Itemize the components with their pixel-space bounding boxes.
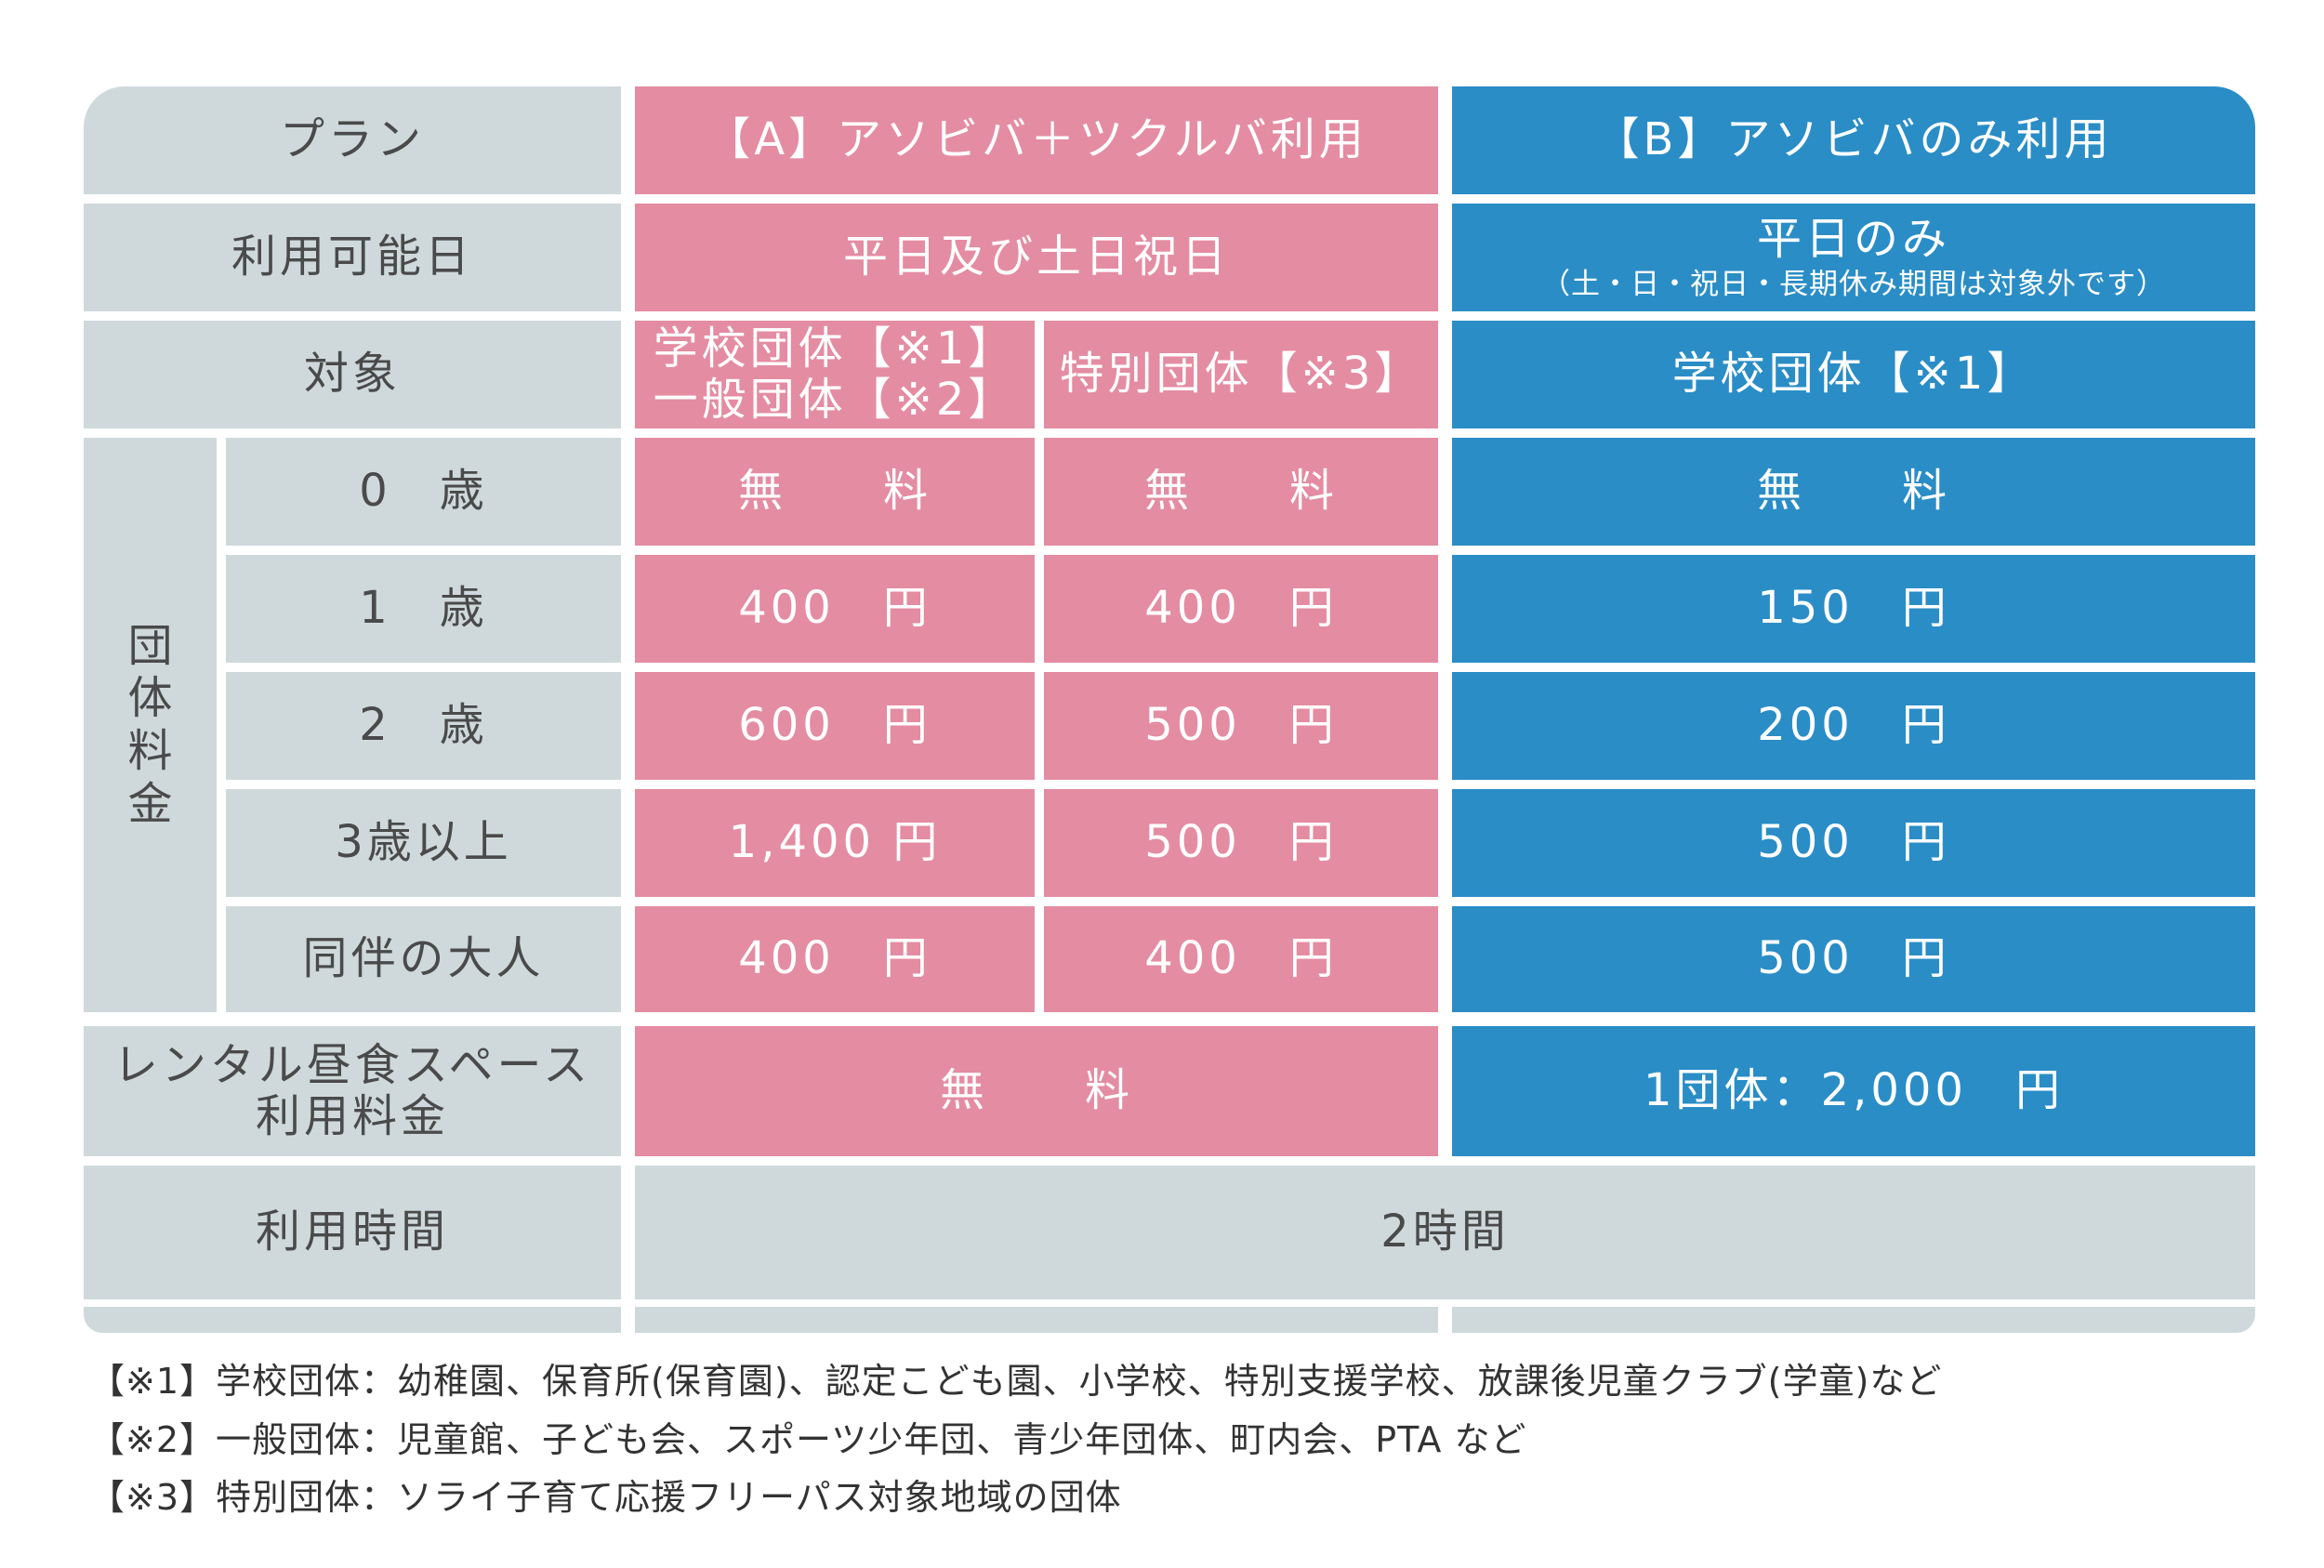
fee-a1-cell: 無 料 [635,438,1035,546]
footnote-3: 【※3】特別団体：ソライ子育て応援フリーパス対象地域の団体 [89,1477,1122,1518]
lunch-space-a-cell: 無 料 [635,1026,1438,1156]
plan-label-cell: プラン [84,86,621,194]
age-label: 1 歳 [359,582,488,635]
fee-b: 無 料 [1756,465,1950,518]
fee-b: 150 円 [1757,582,1950,635]
age-label: 0 歳 [359,465,488,518]
available-days-b-cell: 平日のみ （土・日・祝日・長期休み期間は対象外です） [1452,204,2255,311]
fee-a2-cell: 無 料 [1044,438,1438,546]
target-label: 対象 [303,348,401,401]
target-a1-line2: 一般団体【※2】 [653,374,1017,426]
fee-b-cell: 500 円 [1452,789,2255,897]
target-label-cell: 対象 [84,321,621,428]
fee-a1-cell: 400 円 [635,555,1035,663]
fee-a2-cell: 400 円 [1044,906,1438,1012]
available-days-b: 平日のみ [1756,212,1950,265]
usage-time-value: 2時間 [1380,1206,1510,1258]
age-label-cell: 0 歳 [226,438,621,546]
lunch-space-label-cell: レンタル昼食スペース 利用料金 [84,1026,621,1156]
plan-label: プラン [279,113,425,166]
age-label-cell: 1 歳 [226,555,621,663]
fee-b-cell: 200 円 [1452,672,2255,780]
group-fee-label-char: 料 [127,725,173,777]
fee-a1-cell: 600 円 [635,672,1035,780]
age-label: 2 歳 [359,699,488,752]
target-a1-cell: 学校団体【※1】 一般団体【※2】 [635,321,1035,428]
target-a2: 特別団体【※3】 [1059,348,1423,401]
usage-time-label-cell: 利用時間 [84,1166,621,1299]
fee-a2: 500 円 [1144,816,1338,869]
plan-b-header: 【B】アソビバのみ利用 [1452,86,2255,194]
fee-a2-cell: 500 円 [1044,789,1438,897]
fee-a1: 600 円 [738,699,931,752]
plan-a-title: 【A】アソビバ＋ツクルバ利用 [706,113,1367,166]
age-label-cell: 3歳以上 [226,789,621,897]
lunch-space-label-line2: 利用料金 [255,1090,449,1142]
bottom-strip-right [1452,1307,2255,1333]
group-fee-label-cell: 団 体 料 金 [84,438,217,1012]
fee-a1: 400 円 [738,582,931,635]
plan-a-header: 【A】アソビバ＋ツクルバ利用 [635,86,1438,194]
available-days-label: 利用可能日 [231,231,473,283]
fee-a1-cell: 1,400 円 [635,789,1035,897]
fee-b-cell: 無 料 [1452,438,2255,546]
lunch-space-b: 1団体：2,000 円 [1644,1064,2064,1117]
bottom-strip-middle [635,1307,1438,1333]
fee-a2: 500 円 [1144,699,1338,752]
fee-b-cell: 150 円 [1452,555,2255,663]
fee-a2: 無 料 [1143,465,1338,518]
footnote-1: 【※1】学校団体：幼稚園、保育所(保育園)、認定こども園、小学校、特別支援学校、… [89,1361,1943,1402]
lunch-space-a: 無 料 [939,1064,1133,1117]
fee-a1-cell: 400 円 [635,906,1035,1012]
available-days-b-note: （土・日・祝日・長期休み期間は対象外です） [1541,267,2166,301]
usage-time-value-cell: 2時間 [635,1166,2255,1299]
fee-a1: 400 円 [738,932,931,985]
lunch-space-b-cell: 1団体：2,000 円 [1452,1026,2255,1156]
footnote-2: 【※2】一般団体：児童館、子ども会、スポーツ少年団、青少年団体、町内会、PTA … [89,1419,1527,1460]
group-fee-label-char: 体 [127,672,173,725]
age-label: 3歳以上 [335,816,512,869]
available-days-a-cell: 平日及び土日祝日 [635,204,1438,311]
fee-a2-cell: 500 円 [1044,672,1438,780]
target-a2-cell: 特別団体【※3】 [1044,321,1438,428]
fee-a2-cell: 400 円 [1044,555,1438,663]
fee-a1: 1,400 円 [728,816,942,869]
fee-b-cell: 500 円 [1452,906,2255,1012]
bottom-strip-left [84,1307,621,1333]
fee-a1: 無 料 [737,465,931,518]
target-b-cell: 学校団体【※1】 [1452,321,2255,428]
age-label: 同伴の大人 [302,932,545,985]
plan-b-title: 【B】アソビバのみ利用 [1594,113,2113,166]
available-days-a: 平日及び土日祝日 [842,231,1230,283]
available-days-label-cell: 利用可能日 [84,204,621,311]
fee-a2: 400 円 [1144,582,1338,635]
fee-b: 200 円 [1757,699,1950,752]
fee-b: 500 円 [1757,932,1950,985]
fee-b: 500 円 [1757,816,1950,869]
target-a1-line1: 学校団体【※1】 [653,322,1017,375]
fee-a2: 400 円 [1144,932,1338,985]
lunch-space-label-line1: レンタル昼食スペース [112,1038,592,1091]
group-fee-label-char: 団 [127,619,173,672]
group-fee-label-char: 金 [127,777,173,830]
usage-time-label: 利用時間 [255,1206,449,1258]
age-label-cell: 2 歳 [226,672,621,780]
age-label-cell: 同伴の大人 [226,906,621,1012]
target-b: 学校団体【※1】 [1671,348,2036,401]
